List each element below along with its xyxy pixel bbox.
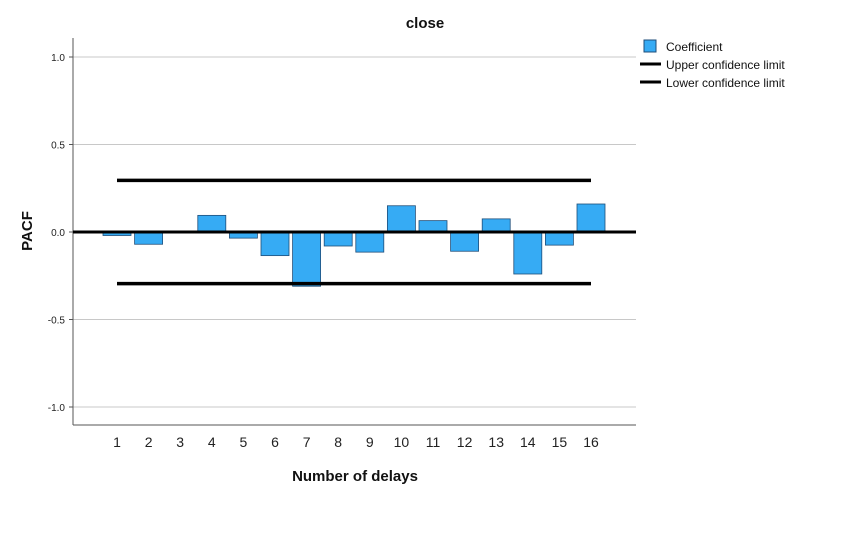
- y-tick-label: 0.0: [51, 228, 65, 239]
- y-tick-label: -1.0: [48, 403, 66, 414]
- x-tick-label-10: 10: [394, 434, 410, 450]
- x-tick-label-15: 15: [552, 434, 568, 450]
- legend-label-lower: Lower confidence limit: [666, 76, 785, 90]
- x-tick-label-12: 12: [457, 434, 473, 450]
- bar-lag-8: [323, 231, 353, 247]
- confidence-limits: [73, 178, 636, 286]
- x-tick-label-9: 9: [366, 434, 374, 450]
- legend: Coefficient Upper confidence limit Lower…: [640, 39, 785, 90]
- x-tick-label-5: 5: [240, 434, 248, 450]
- bar-lag-15: [545, 231, 574, 246]
- legend-label-upper: Upper confidence limit: [666, 58, 785, 72]
- legend-label-coefficient: Coefficient: [666, 40, 723, 54]
- x-tick-label-14: 14: [520, 434, 536, 450]
- x-tick-label-8: 8: [334, 434, 342, 450]
- bar-lag-12: [450, 231, 480, 252]
- x-tick-labels: 1 2 3 4 5 6 7 8 9 10 11 12 13 14 15 16: [113, 434, 599, 450]
- bar-lag-11: [418, 220, 448, 233]
- x-axis-label: Number of delays: [292, 468, 418, 485]
- coefficient-bars: [102, 203, 606, 287]
- x-tick-label-16: 16: [583, 434, 599, 450]
- y-axis-label: PACF: [19, 211, 36, 251]
- x-tick-label-7: 7: [303, 434, 311, 450]
- bar-lag-13: [481, 218, 511, 233]
- bar-lag-16: [576, 203, 606, 233]
- x-tick-label-4: 4: [208, 434, 216, 450]
- legend-swatch-coefficient: [643, 39, 657, 53]
- bar-lag-6: [260, 231, 290, 257]
- bar-lag-7: [292, 231, 322, 287]
- bar-lag-10: [386, 205, 416, 233]
- gridlines: [69, 56, 636, 408]
- x-tick-label-11: 11: [426, 434, 441, 450]
- x-tick-label-6: 6: [271, 434, 279, 450]
- bar-lag-9: [355, 231, 385, 253]
- y-tick-label: -0.5: [48, 316, 66, 327]
- chart-title: close: [406, 15, 444, 32]
- y-tick-labels: 1.0 0.5 0.0 -0.5 -1.0: [48, 53, 66, 414]
- bar-lag-14: [513, 231, 543, 275]
- x-tick-label-3: 3: [176, 434, 184, 450]
- bar-lag-2: [134, 231, 164, 245]
- x-tick-label-2: 2: [145, 434, 153, 450]
- y-tick-label: 1.0: [51, 53, 65, 64]
- y-tick-label: 0.5: [51, 141, 65, 152]
- x-tick-label-1: 1: [113, 434, 121, 450]
- bar-lag-4: [197, 214, 227, 233]
- x-tick-label-13: 13: [488, 434, 504, 450]
